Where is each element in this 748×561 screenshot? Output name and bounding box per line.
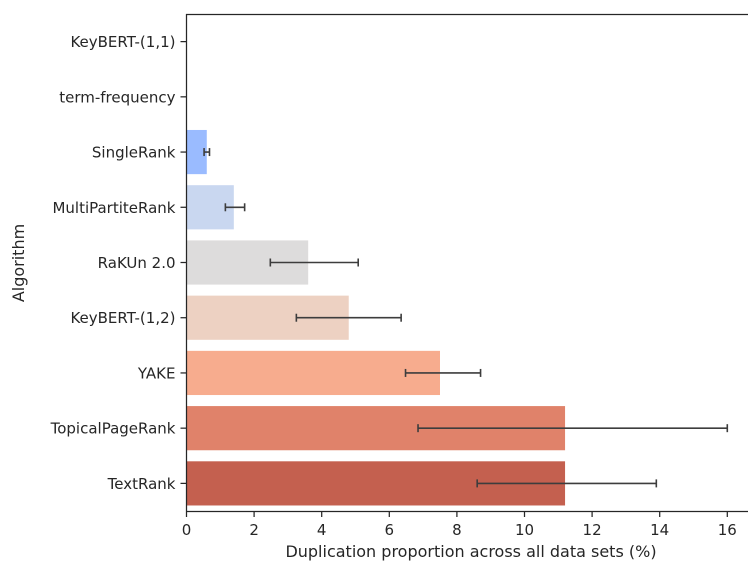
x-tick-label-3: 6 <box>385 521 395 539</box>
error-bars-group <box>203 148 729 488</box>
x-tick-label-4: 8 <box>452 521 462 539</box>
bar-6 <box>186 350 440 396</box>
bar-2 <box>186 129 207 175</box>
x-tick-label-7: 14 <box>650 521 669 539</box>
y-tick-label-5: KeyBERT-(1,2) <box>70 309 175 327</box>
y-tick-label-6: YAKE <box>137 364 176 382</box>
x-tick-label-8: 16 <box>718 521 737 539</box>
x-tick-label-1: 2 <box>249 521 259 539</box>
y-tick-label-8: TextRank <box>107 475 176 493</box>
y-tick-label-2: SingleRank <box>92 144 176 162</box>
x-tick-label-6: 12 <box>583 521 602 539</box>
x-tick-label-0: 0 <box>182 521 192 539</box>
y-tick-label-4: RaKUn 2.0 <box>98 254 176 272</box>
y-tick-label-0: KeyBERT-(1,1) <box>70 33 175 51</box>
x-tick-label-2: 4 <box>317 521 327 539</box>
y-tick-label-1: term-frequency <box>59 88 175 106</box>
y-axis-title: Algorithm <box>9 224 28 302</box>
x-axis-title: Duplication proportion across all data s… <box>285 542 656 561</box>
y-axis-ticks: KeyBERT-(1,1) term-frequency SingleRank Mul… <box>50 33 187 493</box>
y-tick-label-3: MultiPartiteRank <box>52 199 175 217</box>
x-axis-ticks: 0 2 4 6 8 10 12 14 16 <box>182 511 737 539</box>
x-tick-label-5: 10 <box>515 521 534 539</box>
y-tick-label-7: TopicalPageRank <box>50 420 176 438</box>
